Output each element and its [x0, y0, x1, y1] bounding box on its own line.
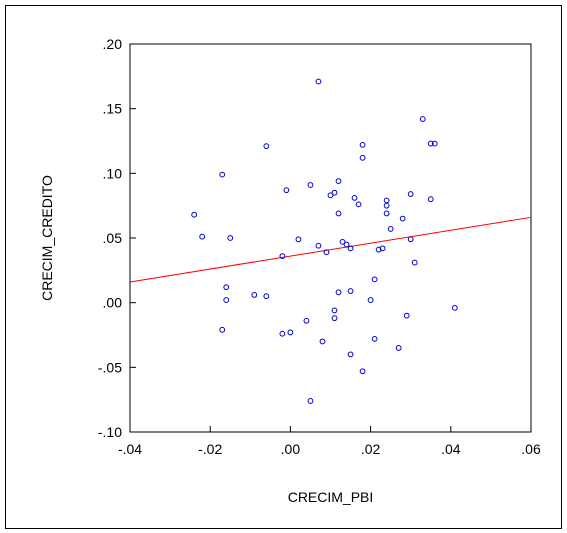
data-point	[279, 330, 286, 337]
data-point	[427, 196, 434, 203]
data-point	[399, 215, 406, 222]
y-tick-label: -.05	[98, 359, 122, 375]
data-point	[359, 368, 366, 375]
data-point	[407, 236, 414, 243]
data-point	[323, 249, 330, 256]
data-point	[347, 245, 354, 252]
data-point	[451, 304, 458, 311]
data-point	[327, 192, 334, 199]
data-point	[351, 195, 358, 201]
y-tick-label: .20	[103, 36, 123, 52]
data-point	[199, 233, 206, 240]
data-point	[263, 293, 270, 300]
x-tick-label: -.02	[198, 441, 222, 457]
data-point	[223, 284, 230, 291]
data-point	[347, 351, 354, 358]
chart-frame	[5, 5, 562, 529]
data-point	[371, 276, 378, 283]
data-point	[191, 211, 198, 218]
data-point	[307, 398, 314, 404]
data-points	[191, 78, 458, 404]
data-point	[367, 297, 374, 303]
data-point	[411, 259, 418, 266]
x-tick-label: .06	[521, 441, 541, 457]
x-tick-label: .04	[441, 441, 461, 457]
data-point	[431, 140, 438, 147]
data-point	[331, 189, 338, 196]
axis-ticks: -.04 -.02 .00 .02 .04 .06 -.10 -.05 .00 .05 .10 .15…	[98, 36, 541, 457]
data-point	[331, 315, 338, 322]
data-point	[307, 182, 314, 188]
data-point	[319, 338, 326, 345]
data-point	[315, 78, 322, 85]
data-point	[219, 171, 226, 178]
data-point	[355, 201, 362, 208]
data-point	[403, 312, 410, 319]
data-point	[383, 197, 390, 204]
y-tick-label: .10	[103, 165, 123, 181]
x-tick-label: .02	[361, 441, 381, 457]
data-point	[335, 289, 342, 296]
data-point	[383, 210, 390, 217]
y-tick-label: .15	[103, 101, 123, 117]
y-tick-label: -.10	[98, 424, 122, 440]
data-point	[227, 235, 234, 241]
data-point	[263, 143, 270, 150]
data-point	[359, 154, 366, 161]
data-point	[279, 253, 286, 260]
data-point	[343, 241, 350, 248]
data-point	[295, 236, 302, 243]
x-tick-label: -.04	[118, 441, 142, 457]
data-point	[387, 226, 394, 232]
fit-line	[129, 216, 532, 283]
data-point	[379, 245, 386, 252]
x-axis-label: CRECIM_PBI	[288, 489, 374, 505]
data-point	[331, 307, 338, 314]
data-point	[339, 238, 346, 245]
data-point	[427, 140, 434, 147]
data-point	[283, 187, 290, 194]
data-point	[347, 288, 354, 294]
data-point	[303, 317, 310, 324]
plot-area	[129, 43, 532, 433]
data-point	[407, 191, 414, 197]
data-point	[315, 242, 322, 249]
x-tick-label: .00	[281, 441, 301, 457]
y-tick-label: .00	[103, 295, 123, 311]
data-point	[219, 326, 226, 333]
data-point	[335, 210, 342, 217]
data-point	[371, 335, 378, 342]
y-tick-label: .05	[103, 230, 123, 246]
data-point	[223, 297, 230, 303]
data-point	[383, 202, 390, 209]
y-axis-label: CRECIM_CREDITO	[39, 175, 55, 301]
data-point	[251, 292, 258, 298]
data-point	[359, 141, 366, 148]
data-point	[419, 116, 426, 122]
data-point	[395, 345, 402, 351]
data-point	[335, 178, 342, 184]
data-point	[287, 329, 294, 336]
